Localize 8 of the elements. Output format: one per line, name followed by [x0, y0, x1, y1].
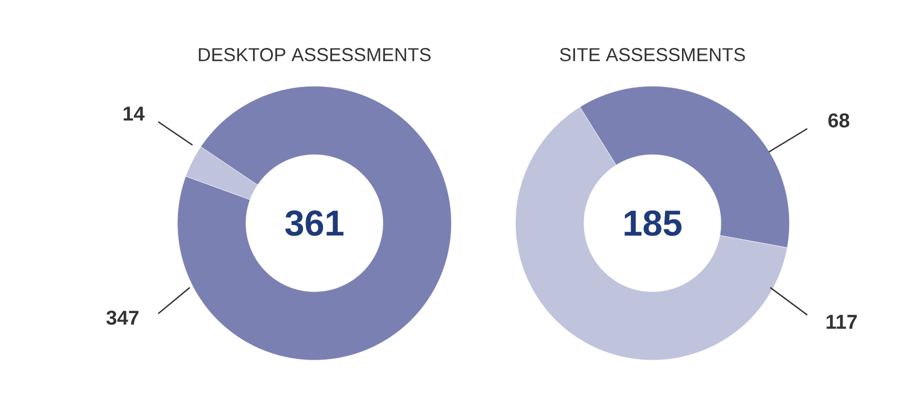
chart-title: DESKTOP ASSESSMENTS [198, 48, 431, 62]
data-label: 117 [826, 314, 857, 329]
text: 185 [624, 210, 682, 236]
data-label: 14 [124, 106, 145, 120]
chart-title: SITE ASSESSMENTS [560, 48, 745, 62]
data-label: 68 [828, 113, 850, 128]
data-label: 347 [106, 310, 138, 325]
text: 361 [285, 210, 344, 236]
